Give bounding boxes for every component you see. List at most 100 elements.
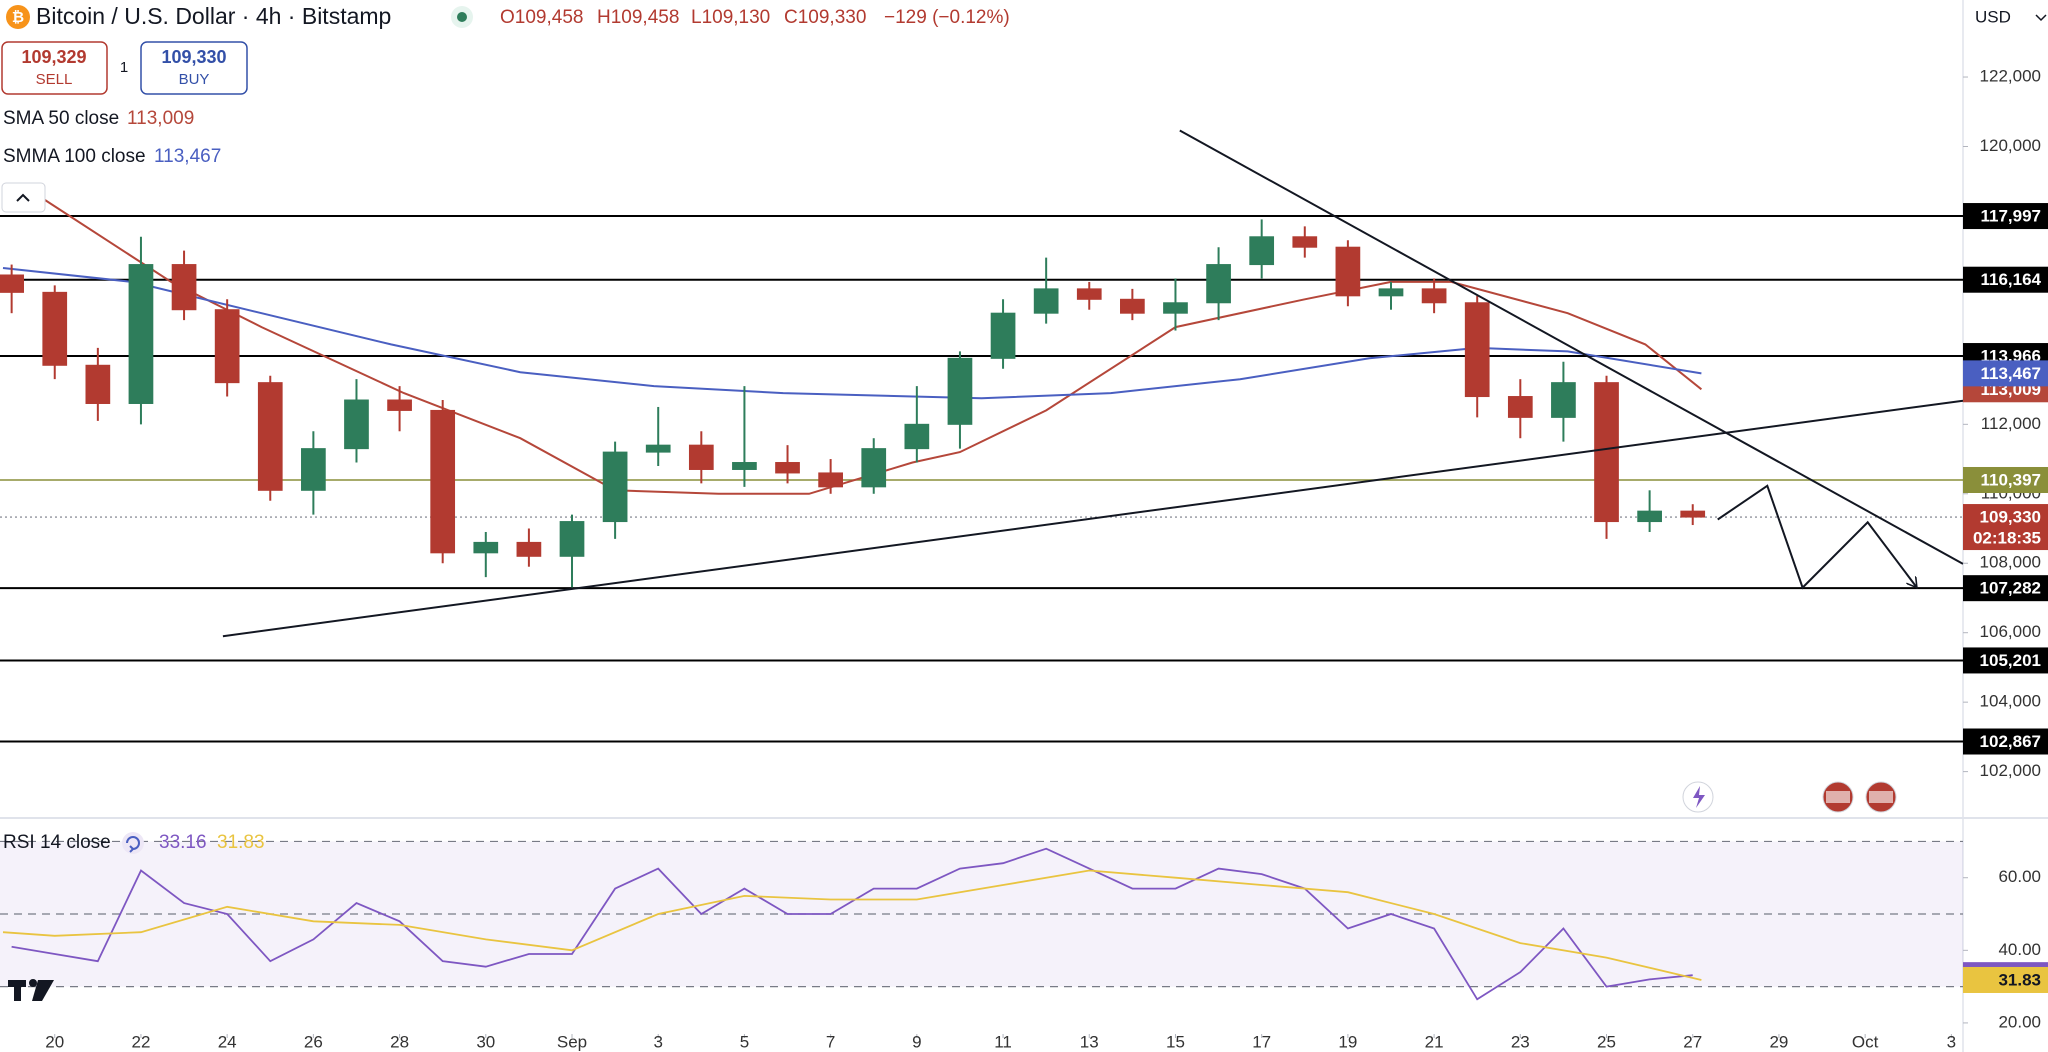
candle-body xyxy=(1206,264,1231,304)
projection-path xyxy=(1717,484,1917,590)
x-tick-label: 27 xyxy=(1683,1032,1702,1051)
sma-legend-name: SMA 50 close xyxy=(3,108,119,129)
x-tick-label: 5 xyxy=(740,1032,749,1051)
candle-body xyxy=(1292,236,1318,248)
smma-legend-value: 113,467 xyxy=(154,146,221,167)
x-tick-label: 3 xyxy=(653,1032,662,1051)
ohlc-close: C109,330 xyxy=(784,7,866,28)
y-tick-label: 108,000 xyxy=(1980,553,2041,572)
ohlc-change: −129 (−0.12%) xyxy=(884,7,1010,28)
x-tick-label: 15 xyxy=(1166,1032,1185,1051)
x-tick-label: 22 xyxy=(131,1032,150,1051)
buy-label: BUY xyxy=(179,71,210,88)
rsi-value-label: 31.83 xyxy=(1998,970,2041,989)
ohlc-low: L109,130 xyxy=(691,7,770,28)
tradingview-logo xyxy=(8,979,54,1001)
x-tick-label: 24 xyxy=(218,1032,237,1051)
collapse-button[interactable] xyxy=(1,182,46,213)
trendline xyxy=(1179,129,1964,565)
bitcoin-icon-glyph: ₿ xyxy=(12,9,24,26)
x-tick-label: 13 xyxy=(1080,1032,1099,1051)
y-tick-label: 106,000 xyxy=(1980,622,2041,641)
candle-body xyxy=(904,423,930,450)
bitcoin-icon xyxy=(6,5,30,29)
buy-price: 109,330 xyxy=(161,47,226,67)
candle-body xyxy=(1120,298,1145,314)
candle-body xyxy=(387,399,412,411)
x-tick-label: 3 xyxy=(1947,1032,1956,1051)
y-tick-label: 20.00 xyxy=(1998,1012,2041,1031)
ohlc-high: H109,458 xyxy=(597,7,679,28)
candle-body xyxy=(1637,510,1662,523)
sell-price: 109,329 xyxy=(21,47,86,67)
ohlc-open: O109,458 xyxy=(500,7,583,28)
candle-body xyxy=(128,264,154,404)
candle-body xyxy=(1378,288,1404,297)
x-tick-label: 19 xyxy=(1338,1032,1357,1051)
last-price-box xyxy=(1963,504,2048,551)
level-price-label-box xyxy=(1963,266,2048,293)
y-tick-label: 104,000 xyxy=(1980,692,2041,711)
sell-button[interactable] xyxy=(1,41,108,95)
market-status-dot xyxy=(457,12,467,22)
quantity: 1 xyxy=(120,59,128,76)
candle-body xyxy=(775,462,800,474)
x-tick-label: Oct xyxy=(1852,1032,1879,1051)
x-tick-label: 7 xyxy=(826,1032,835,1051)
rsi-settings-glyph xyxy=(126,836,140,853)
x-tick-label: 29 xyxy=(1769,1032,1788,1051)
candle-body xyxy=(559,521,585,557)
candle-body xyxy=(1594,382,1619,523)
flag-stripes xyxy=(1869,791,1893,803)
moving-average-line xyxy=(2,267,1702,400)
sma-legend-value: 113,009 xyxy=(127,108,194,129)
candle-body xyxy=(688,444,714,470)
flag-stripes xyxy=(1826,791,1850,803)
y-tick-label: 40.00 xyxy=(1998,940,2041,959)
currency-selector[interactable]: USD xyxy=(1975,7,2011,26)
rsi-legend-name: RSI 14 close xyxy=(3,832,111,853)
level-price-label-box xyxy=(1963,647,2048,674)
x-tick-label: 17 xyxy=(1252,1032,1271,1051)
y-tick-label: 120,000 xyxy=(1980,136,2041,155)
candle-body xyxy=(1249,236,1275,266)
candle-body xyxy=(1163,302,1188,314)
rsi-settings-icon[interactable] xyxy=(122,832,144,854)
candle-body xyxy=(947,357,973,425)
x-tick-label: 11 xyxy=(994,1032,1012,1051)
candle-body xyxy=(1421,288,1447,304)
buy-button[interactable] xyxy=(140,41,248,95)
moving-average-price-label-box xyxy=(1963,360,2048,387)
candle-body xyxy=(1076,288,1102,300)
x-tick-label: 20 xyxy=(45,1032,64,1051)
events-glyph xyxy=(1693,786,1705,808)
level-price-label-box xyxy=(1963,575,2048,602)
x-tick-label: 9 xyxy=(912,1032,921,1051)
marker-price-label-box xyxy=(1963,466,2048,493)
logo-part xyxy=(14,987,21,1001)
currency-chevron xyxy=(2035,14,2047,22)
smma-legend-name: SMMA 100 close xyxy=(3,146,146,167)
level-price-label-box xyxy=(1963,728,2048,755)
level-price-label: 105,201 xyxy=(1980,651,2041,670)
symbol-title: Bitcoin / U.S. Dollar · 4h · Bitstamp xyxy=(36,3,391,29)
plot-area xyxy=(0,129,1964,1001)
candle-body xyxy=(861,448,887,488)
candle-body xyxy=(1464,302,1490,398)
rsi-value-label-box xyxy=(1963,966,2048,993)
candle-body xyxy=(473,541,499,554)
logo-part xyxy=(32,980,54,1001)
candle-body xyxy=(344,399,369,450)
moving-average-price-label: 113,467 xyxy=(1980,364,2041,383)
candle-body xyxy=(42,291,68,366)
x-tick-label: 28 xyxy=(390,1032,409,1051)
candle-body xyxy=(301,448,326,491)
y-tick-label: 102,000 xyxy=(1980,761,2041,780)
x-tick-label: 25 xyxy=(1597,1032,1616,1051)
candle-body xyxy=(0,274,24,293)
candle-body xyxy=(990,312,1016,359)
candle-body xyxy=(516,541,542,557)
